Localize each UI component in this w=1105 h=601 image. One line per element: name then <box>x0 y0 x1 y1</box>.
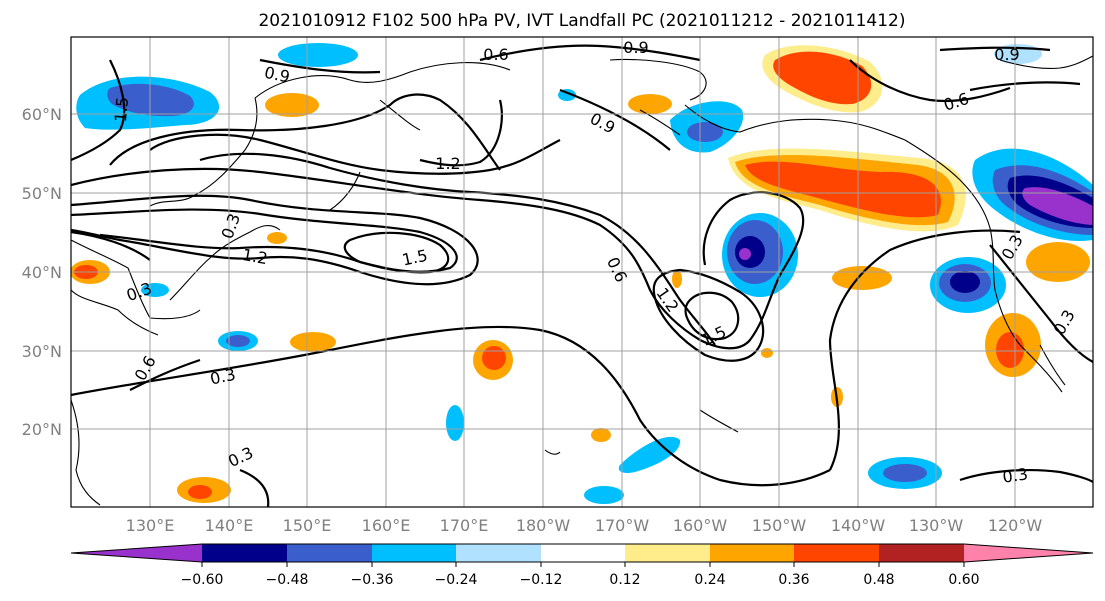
colorbar-cell <box>287 544 372 562</box>
positive-anomaly-patch <box>773 51 872 105</box>
positive-anomaly-patch <box>1026 242 1090 282</box>
lon-label: 170°W <box>595 516 650 535</box>
colorbar-tick-labels: −0.60 −0.48 −0.36 −0.24 −0.12 0.12 0.24 … <box>181 572 980 588</box>
lon-label: 140°E <box>205 516 254 535</box>
contour-label: 0.3 <box>1001 464 1029 486</box>
negative-anomaly-patch <box>618 436 681 474</box>
positive-anomaly-patch <box>265 93 319 117</box>
colorbar-cells <box>70 543 1094 563</box>
lon-label: 170°E <box>440 516 489 535</box>
positive-anomaly-patch <box>591 428 611 442</box>
negative-anomaly-patch <box>141 283 169 297</box>
colorbar-cell <box>541 544 625 562</box>
map-frame <box>70 36 1094 508</box>
colorbar-cell <box>710 544 794 562</box>
colorbar-tick-label: 0.60 <box>948 572 979 588</box>
colorbar-cell <box>794 544 879 562</box>
latitude-labels: 60°N 50°N 40°N 30°N 20°N <box>22 105 62 439</box>
colorbar-cell <box>964 544 1093 562</box>
contour-label: 1.5 <box>400 246 429 270</box>
lon-label: 130°E <box>126 516 175 535</box>
positive-anomaly-patch <box>188 485 212 499</box>
lon-label: 160°W <box>673 516 728 535</box>
positive-anomaly-patch <box>672 270 682 288</box>
contour-label: 0.3 <box>208 365 237 389</box>
map-panel: 0.6 0.9 0.9 0.9 0.9 0.6 1.5 1.2 1.5 0.6 … <box>70 36 1094 508</box>
colorbar-ticks <box>201 562 965 567</box>
negative-anomaly-patch <box>950 271 980 293</box>
colorbar-cell <box>71 544 202 562</box>
positive-anomaly-patch <box>267 232 287 244</box>
lon-label: 140°W <box>831 516 886 535</box>
positive-anomaly-patch <box>482 346 506 370</box>
colorbar-tick-label: 0.24 <box>694 572 725 588</box>
contour-label: 1.2 <box>241 245 269 268</box>
contour-label: 0.9 <box>263 63 292 87</box>
lat-label: 60°N <box>22 105 62 124</box>
colorbar-tick-label: −0.24 <box>435 572 478 588</box>
negative-anomaly-patch <box>107 83 194 117</box>
lat-label: 40°N <box>22 263 62 282</box>
contour-label: 1.5 <box>111 96 132 123</box>
colorbar-cell <box>879 544 964 562</box>
negative-anomaly-patch <box>687 122 723 142</box>
positive-anomaly-patch <box>832 266 892 290</box>
lat-label: 50°N <box>22 184 62 203</box>
negative-anomaly-patch <box>739 248 751 260</box>
colorbar-tick-label: 0.12 <box>609 572 640 588</box>
coastlines <box>71 55 1093 506</box>
colorbar-cell <box>456 544 541 562</box>
positive-anomaly-patch <box>290 332 336 352</box>
pv-contours <box>71 44 1093 507</box>
negative-anomaly-patch <box>226 335 250 347</box>
lat-label: 20°N <box>22 420 62 439</box>
colorbar-tick-label: −0.12 <box>520 572 563 588</box>
lon-label: 180°W <box>516 516 571 535</box>
colorbar-tick-label: 0.36 <box>778 572 809 588</box>
positive-anomaly-patch <box>745 161 941 218</box>
positive-anomaly-patch <box>761 348 773 358</box>
positive-anomaly-patch <box>996 332 1024 368</box>
colorbar-tick-label: −0.48 <box>266 572 309 588</box>
contour-label: 0.6 <box>483 45 508 64</box>
colorbar-tick-label: 0.48 <box>863 572 894 588</box>
lon-label: 150°W <box>752 516 807 535</box>
contour-label: 0.9 <box>623 38 648 57</box>
contour-label: 0.9 <box>994 45 1019 64</box>
contour-label: 1.2 <box>435 154 460 173</box>
negative-anomaly-patch <box>883 464 927 482</box>
colorbar-cell <box>202 544 287 562</box>
positive-anomaly-patch <box>628 94 672 114</box>
figure-title: 2021010912 F102 500 hPa PV, IVT Landfall… <box>258 11 905 31</box>
colorbar-cell <box>372 544 456 562</box>
lat-label: 30°N <box>22 342 62 361</box>
lon-label: 130°W <box>909 516 964 535</box>
negative-anomaly-patch <box>446 405 464 441</box>
colorbar: −0.60 −0.48 −0.36 −0.24 −0.12 0.12 0.24 … <box>70 543 1094 588</box>
colorbar-tick-label: −0.36 <box>351 572 394 588</box>
lon-label: 150°E <box>283 516 332 535</box>
graticule <box>71 37 1093 507</box>
negative-anomaly-patch <box>584 486 624 504</box>
lon-label: 120°W <box>988 516 1043 535</box>
longitude-labels: 130°E 140°E 150°E 160°E 170°E 180°W 170°… <box>126 516 1043 535</box>
lon-label: 160°E <box>362 516 411 535</box>
negative-anomaly-patch <box>278 43 358 67</box>
negative-anomaly-patch <box>1022 187 1093 225</box>
colorbar-cell <box>625 544 710 562</box>
colorbar-tick-label: −0.60 <box>181 572 224 588</box>
